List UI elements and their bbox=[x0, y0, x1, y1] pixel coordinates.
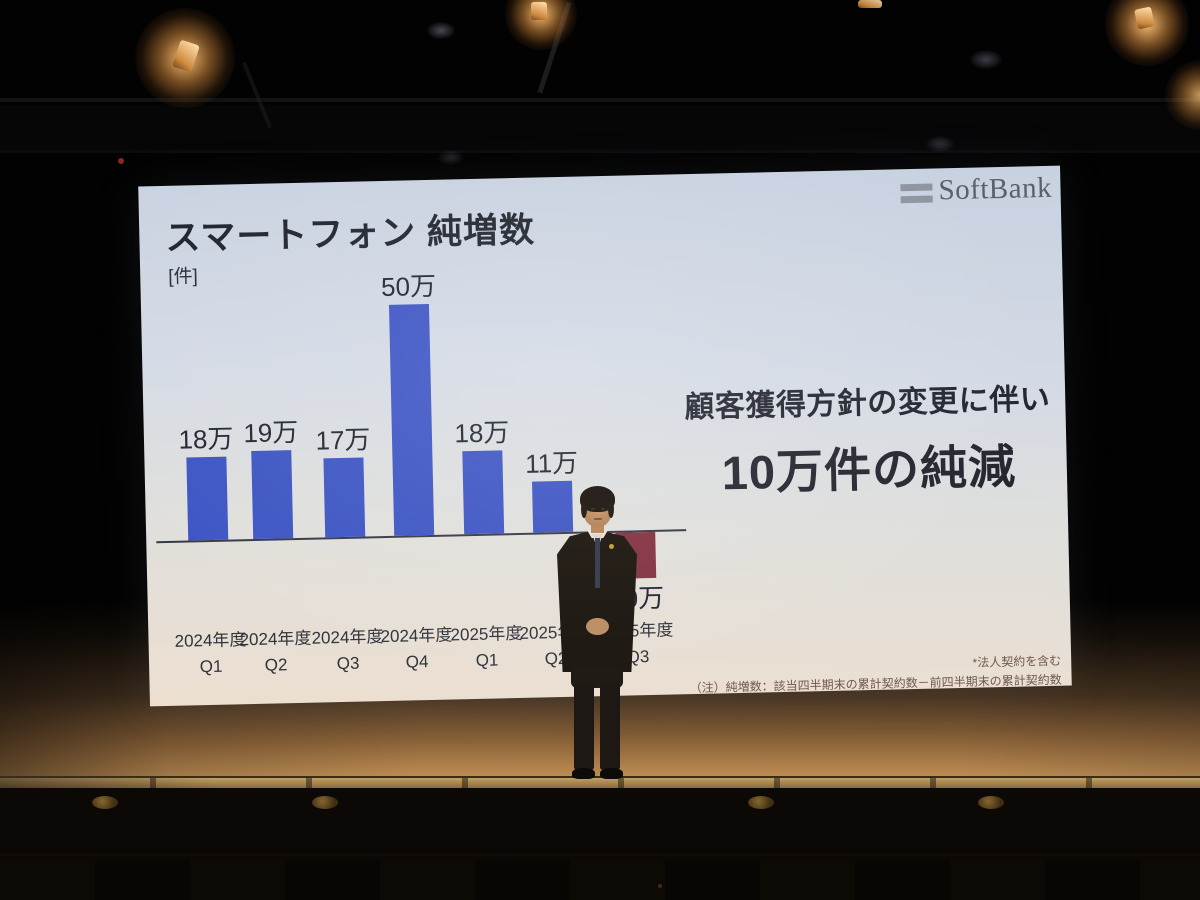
stage-front-face bbox=[0, 788, 1200, 900]
bar-value-label: 18万 bbox=[454, 417, 510, 449]
presenter bbox=[549, 486, 645, 786]
stage-light-pale bbox=[427, 22, 455, 39]
bar-value-label: 11万 bbox=[524, 447, 579, 479]
audience-seats bbox=[0, 860, 1200, 900]
stage-emblem-light bbox=[312, 796, 338, 809]
presenter-shoe bbox=[572, 768, 595, 779]
presenter-eye bbox=[601, 508, 605, 510]
presenter-tie bbox=[595, 538, 600, 588]
chart-bar bbox=[186, 456, 229, 541]
annotation-block: 顧客獲得方針の変更に伴い 10万件の純減 bbox=[667, 374, 1070, 505]
ceiling-rig bbox=[0, 0, 1200, 165]
indicator-light bbox=[118, 158, 124, 164]
stage-light-pale bbox=[970, 50, 1002, 69]
presenter-leg bbox=[574, 684, 594, 770]
stage-light-pale bbox=[438, 150, 464, 165]
annotation-line1: 顧客獲得方針の変更に伴い bbox=[684, 382, 1051, 425]
presenter-hair bbox=[608, 500, 614, 518]
stage-light bbox=[858, 0, 882, 8]
presenter-neck bbox=[591, 523, 604, 533]
stage-light-pale bbox=[926, 136, 954, 152]
stage-emblem-light bbox=[978, 796, 1004, 809]
bar-value-label: 17万 bbox=[315, 424, 371, 457]
ceiling-band bbox=[0, 105, 1200, 153]
chart-bar bbox=[251, 450, 294, 539]
presenter-mouth bbox=[594, 518, 602, 520]
audience-divider bbox=[0, 854, 1200, 856]
stage-emblem-light bbox=[748, 796, 774, 809]
chart-bar bbox=[323, 457, 366, 538]
truss-beam bbox=[0, 98, 1200, 102]
presenter-eye bbox=[591, 508, 595, 510]
presenter-trousers bbox=[571, 666, 623, 688]
truss-beam bbox=[0, 150, 1200, 153]
bar-value-label: 50万 bbox=[380, 270, 437, 303]
presenter-hands bbox=[586, 618, 609, 635]
annotation-line2: 10万件の純減 bbox=[721, 439, 1017, 500]
small-light bbox=[658, 884, 662, 888]
presenter-leg bbox=[600, 684, 620, 770]
presenter-lapel-pin bbox=[609, 544, 614, 549]
presenter-shoe bbox=[600, 768, 623, 779]
presenter-hair bbox=[581, 500, 587, 518]
stage-emblem-light bbox=[92, 796, 118, 809]
stage-light bbox=[531, 2, 547, 20]
